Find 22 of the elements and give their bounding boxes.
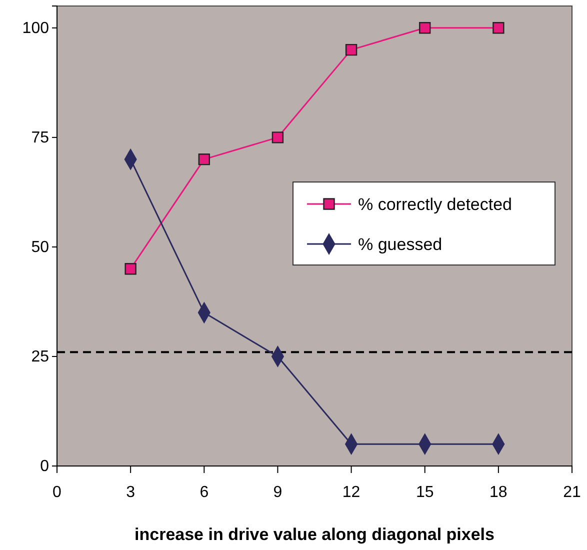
x-tick-label: 9 <box>273 484 282 501</box>
legend-label: % correctly detected <box>358 195 512 214</box>
y-tick-label: 25 <box>31 348 50 366</box>
x-tick-label: 6 <box>200 484 209 501</box>
x-tick-label: 3 <box>126 484 136 501</box>
point <box>345 44 358 56</box>
point <box>198 153 210 166</box>
legend-label: % guessed <box>358 235 442 254</box>
point <box>419 22 431 34</box>
y-tick-label: 75 <box>31 130 50 147</box>
x-tick-label: 0 <box>52 484 62 501</box>
y-tick-label: 50 <box>31 239 50 256</box>
x-tick-label: 18 <box>490 484 508 501</box>
y-tick-label: 0 <box>40 458 50 476</box>
point <box>124 263 136 275</box>
x-axis-title: increase in drive value along diagonal pixels <box>134 525 494 544</box>
x-tick-label: 15 <box>416 484 434 501</box>
y-tick-label: 100 <box>22 20 50 38</box>
x-tick-label: 12 <box>342 484 360 501</box>
point <box>272 132 284 144</box>
point <box>492 22 504 34</box>
x-tick-label: 21 <box>563 484 581 501</box>
